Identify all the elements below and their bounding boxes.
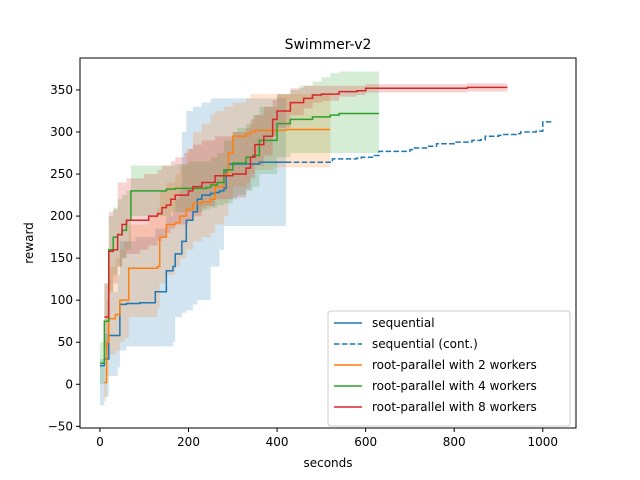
series-lines — [99, 86, 552, 384]
legend: sequential sequential (cont.) root-paralle… — [327, 310, 571, 427]
band-root-parallel-with-8-workers — [104, 83, 508, 351]
y-tick-label: 50 — [58, 335, 73, 349]
band-root-parallel-with-2-workers — [104, 94, 331, 402]
legend-label-sequential: sequential — [372, 316, 435, 330]
legend-label-sequential-cont: sequential (cont.) — [372, 337, 478, 351]
y-axis-ticks: −50 0 50 100 150 200 250 300 350 — [48, 83, 80, 433]
x-axis-ticks: 0 200 400 600 800 1000 — [96, 428, 558, 449]
x-tick-label: 200 — [177, 435, 200, 449]
x-tick-label: 0 — [96, 435, 104, 449]
y-tick-label: 100 — [50, 293, 73, 307]
series-line-sequential — [99, 161, 286, 367]
legend-label-root-parallel-with-8-workers: root-parallel with 8 workers — [372, 400, 537, 414]
x-tick-label: 600 — [354, 435, 377, 449]
x-tick-label: 800 — [443, 435, 466, 449]
plot-frame — [79, 57, 577, 429]
x-tick-label: 1000 — [528, 435, 559, 449]
y-axis-label: reward — [22, 222, 36, 264]
y-tick-label: 150 — [50, 251, 73, 265]
band-root-parallel-with-4-workers — [99, 71, 379, 385]
series-line-sequential-cont — [285, 121, 552, 164]
y-tick-label: 350 — [50, 83, 73, 97]
x-axis-label: seconds — [303, 456, 352, 470]
legend-label-root-parallel-with-2-workers: root-parallel with 2 workers — [372, 358, 537, 372]
legend-box — [327, 310, 571, 427]
y-tick-label: 0 — [65, 377, 73, 391]
chart-title: Swimmer-v2 — [285, 37, 372, 53]
series-line-root-parallel-with-2-workers — [104, 128, 331, 384]
y-tick-label: 300 — [50, 125, 73, 139]
y-tick-label: −50 — [48, 419, 73, 433]
y-tick-label: 200 — [50, 209, 73, 223]
band-sequential — [99, 98, 286, 406]
legend-label-root-parallel-with-4-workers: root-parallel with 4 workers — [372, 379, 537, 393]
x-tick-label: 400 — [266, 435, 289, 449]
y-tick-label: 250 — [50, 167, 73, 181]
confidence-bands — [99, 71, 508, 406]
series-line-root-parallel-with-8-workers — [104, 86, 508, 318]
